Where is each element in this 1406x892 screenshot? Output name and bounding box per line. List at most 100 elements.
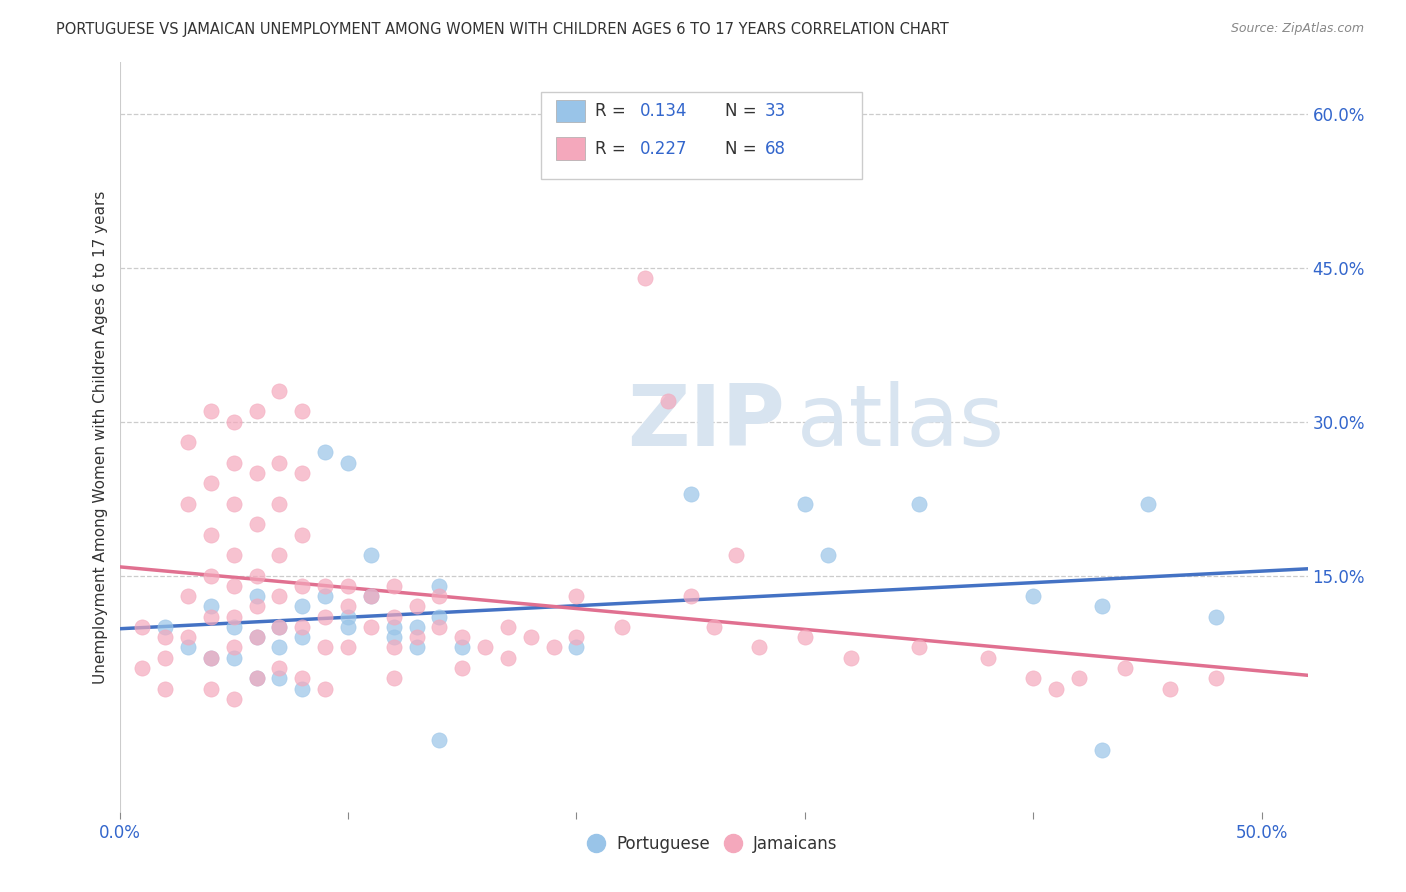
Point — [177, 640, 200, 655]
Bar — [555, 137, 585, 160]
Point — [337, 609, 360, 624]
Point — [222, 691, 245, 706]
Point — [246, 630, 269, 644]
Point — [1114, 661, 1136, 675]
Point — [405, 599, 427, 614]
Text: N =: N = — [725, 103, 762, 120]
Point — [382, 640, 405, 655]
Point — [908, 640, 931, 655]
Point — [1205, 609, 1227, 624]
Point — [314, 445, 336, 459]
Point — [1022, 589, 1045, 603]
Point — [360, 589, 382, 603]
Point — [177, 589, 200, 603]
Point — [155, 620, 177, 634]
Text: PORTUGUESE VS JAMAICAN UNEMPLOYMENT AMONG WOMEN WITH CHILDREN AGES 6 TO 17 YEARS: PORTUGUESE VS JAMAICAN UNEMPLOYMENT AMON… — [56, 22, 949, 37]
Point — [427, 620, 450, 634]
Point — [565, 630, 588, 644]
Point — [382, 630, 405, 644]
Point — [200, 599, 222, 614]
Point — [382, 620, 405, 634]
Point — [131, 661, 153, 675]
Point — [679, 589, 702, 603]
Point — [222, 650, 245, 665]
Point — [269, 497, 291, 511]
Point — [314, 681, 336, 696]
Point — [200, 568, 222, 582]
Point — [269, 548, 291, 562]
Point — [520, 630, 543, 644]
Y-axis label: Unemployment Among Women with Children Ages 6 to 17 years: Unemployment Among Women with Children A… — [93, 190, 108, 684]
Point — [337, 579, 360, 593]
Text: R =: R = — [595, 140, 631, 158]
Point — [427, 589, 450, 603]
Point — [291, 620, 314, 634]
Point — [565, 589, 588, 603]
Point — [748, 640, 770, 655]
Point — [314, 579, 336, 593]
Point — [405, 640, 427, 655]
Point — [269, 620, 291, 634]
Point — [246, 517, 269, 532]
Point — [177, 497, 200, 511]
Point — [634, 271, 657, 285]
Text: 0.227: 0.227 — [640, 140, 688, 158]
FancyBboxPatch shape — [541, 93, 862, 178]
Text: 33: 33 — [765, 103, 786, 120]
Point — [291, 671, 314, 685]
Point — [496, 650, 519, 665]
Point — [222, 640, 245, 655]
Point — [177, 435, 200, 450]
Point — [246, 589, 269, 603]
Point — [793, 630, 815, 644]
Point — [291, 599, 314, 614]
Point — [725, 548, 748, 562]
Point — [427, 579, 450, 593]
Point — [337, 599, 360, 614]
Point — [269, 384, 291, 398]
Point — [222, 620, 245, 634]
Point — [543, 640, 565, 655]
Point — [474, 640, 496, 655]
Point — [1091, 599, 1114, 614]
Text: N =: N = — [725, 140, 762, 158]
Point — [382, 609, 405, 624]
Point — [496, 620, 519, 634]
Point — [200, 650, 222, 665]
Point — [1045, 681, 1067, 696]
Point — [291, 579, 314, 593]
Text: 68: 68 — [765, 140, 786, 158]
Point — [155, 650, 177, 665]
Point — [246, 671, 269, 685]
Point — [1205, 671, 1227, 685]
Point — [291, 466, 314, 480]
Point — [976, 650, 998, 665]
Point — [246, 599, 269, 614]
Point — [1022, 671, 1045, 685]
Point — [200, 476, 222, 491]
Point — [291, 630, 314, 644]
Point — [610, 620, 633, 634]
Point — [360, 548, 382, 562]
Point — [839, 650, 862, 665]
Point — [337, 620, 360, 634]
Point — [451, 661, 474, 675]
Point — [908, 497, 931, 511]
Text: atlas: atlas — [797, 381, 1005, 464]
Point — [679, 486, 702, 500]
Point — [427, 732, 450, 747]
Point — [131, 620, 153, 634]
Text: ZIP: ZIP — [627, 381, 785, 464]
Point — [657, 394, 679, 409]
Point — [291, 681, 314, 696]
Point — [246, 671, 269, 685]
Point — [155, 681, 177, 696]
Point — [200, 404, 222, 418]
Point — [1069, 671, 1091, 685]
Point — [177, 630, 200, 644]
Point — [246, 568, 269, 582]
Point — [451, 630, 474, 644]
Point — [405, 630, 427, 644]
Point — [427, 609, 450, 624]
Point — [222, 456, 245, 470]
